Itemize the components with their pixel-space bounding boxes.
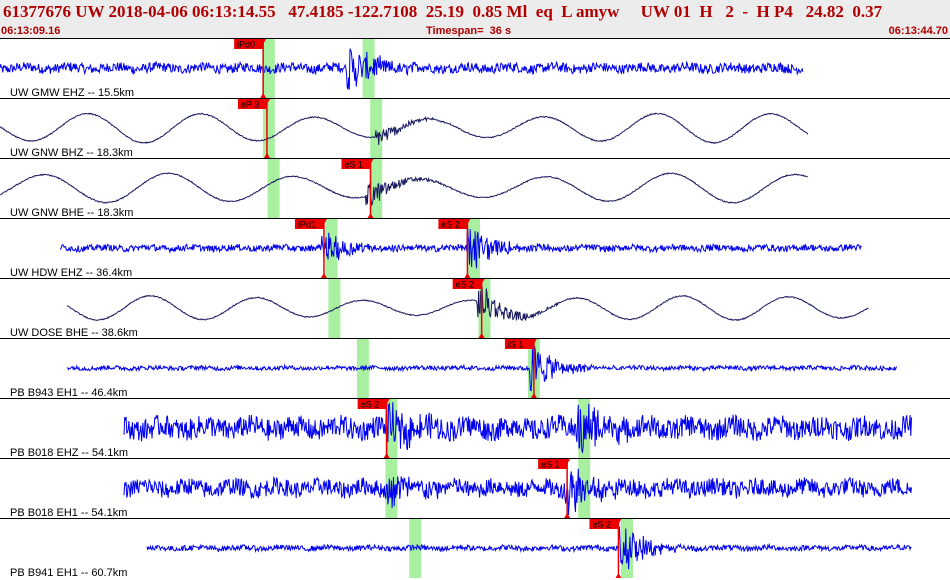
pick-bottom-arrow [320, 273, 327, 278]
pick-label-box[interactable] [234, 39, 264, 49]
pick-top-arrow [320, 219, 327, 224]
pick-label: eS 1 [541, 460, 560, 470]
pick-label: eS 2 [361, 400, 380, 410]
trace-panel[interactable]: eS 2 UW DOSE BHE -- 38.6km [0, 278, 950, 340]
pick-label-box[interactable] [438, 219, 468, 229]
pick-label: eS 2 [592, 520, 611, 530]
pick-bottom-arrow [564, 513, 571, 518]
channel-label: UW GMW EHZ -- 15.5km [10, 87, 134, 99]
waveform-trace [66, 286, 869, 322]
waveform-trace [0, 112, 809, 145]
event-header: 61377676 UW 2018-04-06 06:13:14.55 47.41… [0, 0, 950, 38]
channel-label: UW GNW BHE -- 18.3km [10, 207, 133, 219]
channel-label: UW HDW EHZ -- 36.4km [10, 267, 132, 279]
start-time-label: 06:13:09.16 [1, 25, 61, 37]
pick-top-arrow [260, 39, 267, 44]
pick-bottom-arrow [615, 573, 622, 578]
pick-label-box[interactable] [237, 99, 267, 109]
pick-label: eS 1 [345, 160, 364, 170]
pick-top-arrow [564, 459, 571, 464]
pick-bottom-arrow [383, 453, 390, 458]
pick-top-arrow [615, 519, 622, 524]
phase-window [621, 519, 633, 578]
waveform-trace [60, 223, 862, 269]
pick-label: eP 3 [241, 100, 259, 110]
pick-label: eS 2 [456, 280, 475, 290]
channel-label: PB B018 EH1 -- 54.1km [10, 507, 127, 519]
channel-label: PB B943 EH1 -- 46.4km [10, 387, 127, 399]
pick-top-arrow [478, 279, 485, 284]
pick-label: eS 2 [441, 220, 460, 230]
phase-window [370, 99, 383, 158]
pick-label-box[interactable] [538, 459, 568, 469]
waveform-trace [0, 48, 804, 90]
channel-label: PB B941 EH1 -- 60.7km [10, 567, 127, 579]
phase-window [362, 39, 375, 98]
channel-label: PB B018 EHZ -- 54.1km [10, 447, 128, 459]
seismogram-panels[interactable]: iPd0 UW GMW EHZ -- 15.5km eP 3 UW GNW BHZ -… [0, 38, 950, 580]
trace-panel[interactable]: eS 1 UW GNW BHE -- 18.3km [0, 158, 950, 220]
trace-panel[interactable]: eS 2 PB B941 EH1 -- 60.7km [0, 518, 950, 580]
timespan-label: Timespan= 36 s [426, 25, 512, 37]
pick-bottom-arrow [530, 393, 537, 398]
waveform-trace [123, 402, 912, 454]
pick-label-box[interactable] [294, 219, 324, 229]
pick-top-arrow [464, 219, 471, 224]
pick-bottom-arrow [367, 213, 374, 218]
pick-top-arrow [530, 339, 537, 344]
waveform-trace [123, 468, 912, 516]
pick-label: iPd0 [237, 40, 255, 50]
trace-panel[interactable]: eP 3 UW GNW BHZ -- 18.3km [0, 98, 950, 160]
trace-panel[interactable]: iPd0 UW GMW EHZ -- 15.5km [0, 38, 950, 100]
pick-top-arrow [383, 399, 390, 404]
phase-window [262, 99, 275, 158]
pick-label-box[interactable] [341, 159, 371, 169]
end-time-label: 06:13:44.70 [888, 25, 948, 37]
pick-bottom-arrow [464, 273, 471, 278]
channel-label: UW GNW BHZ -- 18.3km [10, 147, 133, 159]
pick-label-box[interactable] [504, 339, 534, 349]
trace-panel[interactable]: iS 1 PB B943 EH1 -- 46.4km [0, 338, 950, 400]
pick-label: iPd1 [298, 220, 316, 230]
pick-bottom-arrow [260, 93, 267, 98]
trace-panel[interactable]: eS 2 PB B018 EHZ -- 54.1km [0, 398, 950, 460]
phase-window [267, 159, 280, 218]
pick-label: iS 1 [508, 340, 524, 350]
waveform-trace [0, 172, 808, 207]
pick-bottom-arrow [478, 333, 485, 338]
channel-label: UW DOSE BHE -- 38.6km [10, 327, 138, 339]
pick-top-arrow [367, 159, 374, 164]
pick-label-box[interactable] [357, 399, 387, 409]
pick-label-box[interactable] [589, 519, 619, 529]
phase-window [409, 519, 422, 578]
pick-bottom-arrow [263, 153, 270, 158]
pick-top-arrow [263, 99, 270, 104]
pick-label-box[interactable] [452, 279, 482, 289]
waveform-trace [66, 346, 897, 392]
phase-window [356, 339, 369, 398]
trace-panel[interactable]: iPd1 eS 2 UW HDW EHZ -- 36.4km [0, 218, 950, 280]
event-summary-title: 61377676 UW 2018-04-06 06:13:14.55 47.41… [3, 2, 883, 21]
trace-panel[interactable]: eS 1 PB B018 EH1 -- 54.1km [0, 458, 950, 520]
waveform-trace [146, 526, 912, 570]
